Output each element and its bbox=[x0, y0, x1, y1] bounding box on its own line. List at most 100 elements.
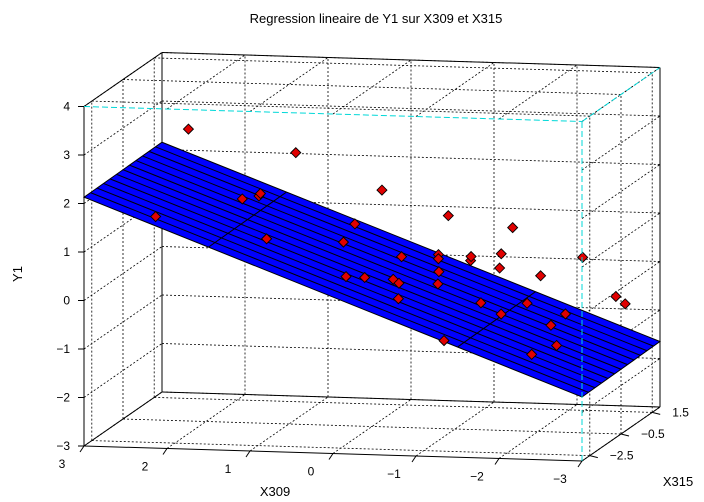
data-point bbox=[182, 123, 195, 135]
gridline-floor bbox=[91, 440, 590, 456]
data-point bbox=[150, 210, 162, 223]
data-point bbox=[610, 290, 622, 303]
z-tick-label: −1 bbox=[56, 342, 70, 356]
data-point bbox=[475, 297, 487, 309]
x-tick-mark bbox=[411, 455, 417, 463]
chart-title: Regression lineaire de Y1 sur X309 et X3… bbox=[250, 11, 503, 26]
x-tick-mark bbox=[79, 445, 85, 453]
data-point bbox=[376, 184, 388, 196]
x-tick-mark bbox=[577, 460, 583, 468]
left-bottom-edge bbox=[83, 391, 163, 447]
gridline-back-wall bbox=[161, 149, 661, 165]
data-point bbox=[507, 221, 519, 234]
data-point bbox=[577, 251, 589, 263]
gridline-ceiling bbox=[498, 64, 578, 120]
plane-mesh-line bbox=[109, 178, 609, 379]
x-axis-label: X309 bbox=[260, 484, 290, 499]
x-tick-mark bbox=[494, 458, 500, 465]
gridline-ceiling bbox=[249, 57, 329, 112]
y-tick-mark bbox=[652, 411, 661, 415]
data-point bbox=[433, 266, 445, 278]
gridline-floor bbox=[122, 418, 622, 435]
gridline-floor bbox=[154, 397, 653, 413]
data-point bbox=[340, 270, 352, 283]
x-tick-label: −3 bbox=[553, 472, 567, 486]
data-point bbox=[337, 236, 350, 248]
data-point bbox=[493, 262, 506, 274]
x-tick-label: −1 bbox=[387, 467, 401, 481]
gridline-back-wall bbox=[161, 100, 661, 117]
data-point bbox=[559, 308, 572, 320]
y-tick-label: −0.5 bbox=[641, 427, 665, 441]
right-top-edge bbox=[581, 67, 661, 122]
tick-labels: 4 3 2 1 0 −1 −2 −3 3 2 1 0 −1 −2 −3 −2.5 −0.5 1.5 bbox=[56, 100, 689, 487]
data-point bbox=[432, 253, 445, 265]
data-point bbox=[432, 278, 444, 290]
z-axis-label: Y1 bbox=[10, 266, 25, 282]
plane-mesh-line bbox=[129, 164, 628, 366]
z-tick-label: 1 bbox=[63, 245, 70, 259]
data-point bbox=[254, 187, 267, 200]
plane-mesh-line bbox=[122, 169, 622, 370]
y-tick-mark bbox=[620, 433, 630, 437]
data-point bbox=[526, 348, 538, 361]
data-point bbox=[359, 271, 371, 284]
data-point bbox=[392, 293, 405, 305]
data-point bbox=[393, 277, 405, 289]
gridline-ceiling bbox=[91, 100, 590, 117]
x-tick-label: −2 bbox=[470, 470, 484, 484]
data-point bbox=[290, 147, 302, 159]
data-point bbox=[550, 339, 563, 352]
gridline-ceiling bbox=[122, 79, 622, 95]
x-tick-mark bbox=[162, 448, 168, 455]
z-tick-label: 3 bbox=[63, 148, 70, 162]
x-tick-label: 2 bbox=[142, 460, 149, 474]
y-axis-label: X315 bbox=[663, 474, 693, 489]
gridline-ceiling bbox=[166, 54, 246, 110]
gridline-floor bbox=[498, 404, 578, 459]
y-tick-label: −2.5 bbox=[610, 449, 634, 463]
data-point bbox=[619, 298, 631, 310]
data-point bbox=[442, 210, 454, 222]
z-tick-label: 2 bbox=[63, 197, 70, 211]
data-point bbox=[465, 250, 477, 263]
data-point bbox=[349, 218, 361, 230]
x-tick-label: 3 bbox=[59, 457, 66, 471]
x-tick-mark bbox=[328, 453, 334, 460]
gridline-ceiling bbox=[154, 57, 653, 74]
data-points bbox=[150, 123, 631, 361]
regression-plane bbox=[82, 141, 662, 398]
data-point bbox=[495, 248, 507, 260]
x-tick-label: 0 bbox=[308, 465, 315, 479]
data-point bbox=[545, 319, 557, 331]
back-bottom-edge bbox=[161, 391, 661, 408]
y-tick-mark bbox=[589, 455, 598, 459]
front-frame bbox=[83, 67, 661, 461]
data-point bbox=[495, 308, 507, 320]
z-tick-label: −3 bbox=[56, 439, 70, 453]
z-tick-label: 0 bbox=[63, 294, 70, 308]
y-tick-label: 1.5 bbox=[672, 405, 689, 419]
data-point bbox=[521, 297, 533, 309]
data-point bbox=[236, 193, 248, 205]
plane-mesh-line bbox=[103, 182, 602, 384]
back-top-edge bbox=[161, 52, 661, 68]
x-tick-label: 1 bbox=[225, 462, 232, 476]
left-top-edge bbox=[83, 52, 163, 107]
plane-mesh-line bbox=[457, 291, 536, 348]
gridline-floor bbox=[166, 394, 246, 449]
plane-mesh-line bbox=[155, 146, 654, 347]
data-point bbox=[395, 251, 408, 263]
front-top-edge bbox=[83, 106, 583, 122]
data-point bbox=[260, 233, 273, 245]
z-tick-label: −2 bbox=[56, 391, 70, 405]
gridline-floor bbox=[249, 396, 329, 452]
x-tick-mark bbox=[245, 450, 251, 458]
data-point bbox=[438, 334, 450, 347]
plane-mesh-line bbox=[90, 192, 589, 393]
plane-mesh-line bbox=[96, 187, 596, 389]
z-tick-label: 4 bbox=[63, 100, 70, 114]
data-point bbox=[534, 270, 547, 282]
plane-mesh-line bbox=[142, 155, 641, 356]
